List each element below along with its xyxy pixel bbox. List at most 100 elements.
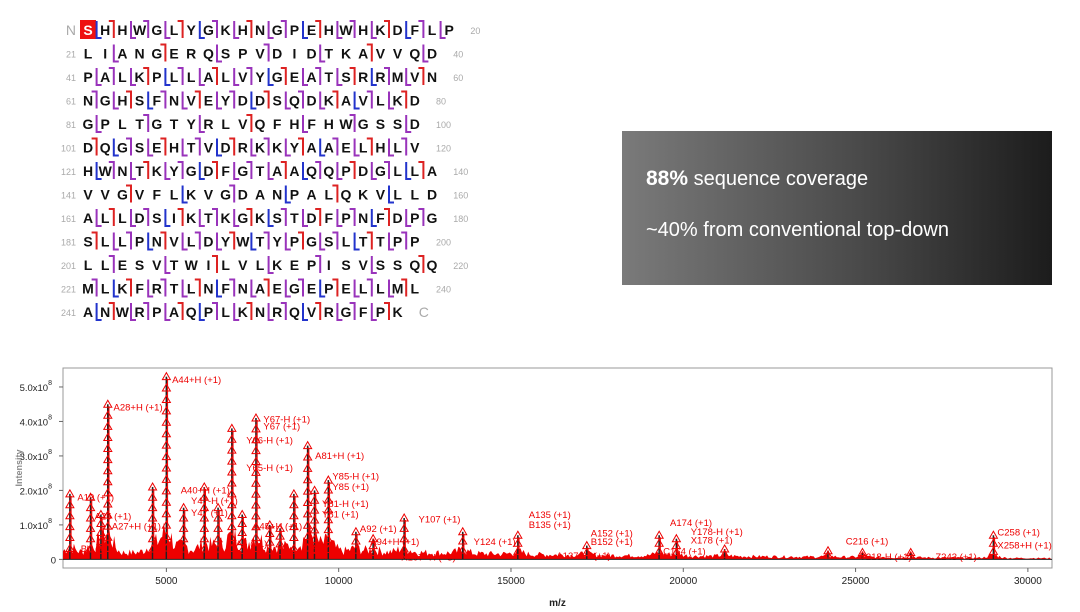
- c-ion-cleavage-mark: [95, 21, 102, 39]
- c-ion-cleavage-mark: [388, 138, 394, 157]
- residue: L: [428, 22, 437, 38]
- residue: G: [220, 187, 231, 203]
- residue: S: [152, 210, 161, 226]
- c-ion-cleavage-mark: [112, 91, 119, 110]
- ion-label: Y47 (+1): [191, 508, 228, 519]
- residue: P: [445, 22, 454, 38]
- z-ion-cleavage-mark: [194, 231, 201, 250]
- c-ion-cleavage-mark: [112, 279, 119, 298]
- c-ion-cleavage-mark: [388, 279, 394, 298]
- fragment-marker: [289, 532, 299, 542]
- residue: Q: [289, 93, 300, 109]
- fragment-marker: [65, 499, 75, 509]
- residue: N: [238, 281, 248, 297]
- residue: N: [203, 281, 213, 297]
- c-ion-cleavage-mark: [353, 91, 360, 110]
- c-ion-cleavage-mark: [164, 256, 171, 274]
- c-ion-cleavage-mark: [181, 185, 188, 204]
- fragment-marker: [178, 523, 189, 532]
- fragment-marker: [237, 536, 248, 545]
- fragment-marker: [161, 474, 172, 483]
- fragment-marker: [102, 498, 113, 508]
- coverage-callout: 88% sequence coverage ~40% from conventi…: [622, 131, 1052, 285]
- fragment-marker: [161, 451, 172, 461]
- c-ion-cleavage-mark: [233, 68, 240, 86]
- fragment-marker: [251, 467, 261, 476]
- c-ion-cleavage-mark: [336, 21, 343, 39]
- c-ion-cleavage-mark: [284, 279, 291, 298]
- residue: L: [84, 46, 93, 62]
- c-ion-cleavage-mark: [370, 256, 377, 274]
- residue: Y: [221, 234, 231, 250]
- row-start-index: 21: [66, 50, 76, 60]
- residue: M: [392, 69, 404, 85]
- fragment-marker: [85, 523, 96, 532]
- residue: F: [376, 210, 385, 226]
- residue: G: [237, 163, 248, 179]
- fragment-marker: [102, 410, 113, 419]
- fragment-marker: [251, 532, 261, 542]
- residue: Q: [409, 257, 420, 273]
- residue: P: [341, 210, 350, 226]
- residue: K: [221, 22, 231, 38]
- residue: S: [135, 140, 144, 156]
- ion-label: Y85 (+1): [332, 482, 369, 493]
- fragment-marker: [302, 474, 313, 484]
- c-ion-cleavage-mark: [181, 91, 188, 110]
- z-ion-cleavage-mark: [366, 90, 373, 109]
- residue: L: [118, 210, 127, 226]
- ion-label: C164 (+1): [663, 546, 706, 557]
- y-tick-label: 1.0x108: [20, 518, 53, 532]
- fragment-marker: [309, 485, 320, 494]
- ion-label: A174 (+1): [670, 518, 712, 529]
- fragment-marker: [85, 533, 96, 543]
- ion-label: A25 (+1): [95, 511, 132, 522]
- c-ion-cleavage-mark: [250, 91, 257, 110]
- c-ion-cleavage-mark: [284, 138, 291, 157]
- residue: T: [170, 281, 179, 297]
- residue: V: [152, 257, 162, 273]
- residue: L: [325, 187, 334, 203]
- fragment-marker: [302, 531, 313, 541]
- fragment-marker: [988, 530, 999, 539]
- fragment-marker: [147, 533, 158, 543]
- residue: Q: [427, 257, 438, 273]
- fragment-marker: [147, 523, 158, 532]
- residue: H: [169, 140, 179, 156]
- z-ion-cleavage-mark: [177, 302, 184, 320]
- residue: G: [186, 163, 197, 179]
- residue: V: [359, 93, 369, 109]
- z-ion-cleavage-mark: [126, 90, 132, 109]
- fragment-marker: [251, 489, 261, 498]
- residue: P: [152, 304, 161, 320]
- z-ion-cleavage-mark: [143, 67, 150, 85]
- residue: V: [393, 46, 403, 62]
- fragment-marker: [161, 520, 172, 529]
- z-ion-cleavage-mark: [332, 90, 339, 109]
- residue: S: [324, 234, 333, 250]
- fragment-marker: [178, 544, 189, 553]
- fragment-marker: [264, 537, 275, 546]
- fragment-marker: [302, 451, 313, 461]
- residue: L: [359, 281, 368, 297]
- fragment-marker: [199, 512, 210, 522]
- residue: V: [410, 69, 420, 85]
- residue: R: [203, 116, 213, 132]
- fragment-marker: [251, 521, 261, 531]
- residue: G: [203, 22, 214, 38]
- z-ion-cleavage-mark: [160, 231, 167, 250]
- residue: V: [169, 234, 179, 250]
- residue: P: [410, 210, 419, 226]
- residue: L: [187, 69, 196, 85]
- residue: Q: [409, 46, 420, 62]
- z-ion-cleavage-mark: [212, 20, 218, 38]
- z-ion-cleavage-mark: [280, 20, 287, 38]
- residue: G: [100, 93, 111, 109]
- fragment-marker: [905, 547, 916, 556]
- residue: W: [133, 22, 147, 38]
- first-residue-highlight: [80, 20, 96, 39]
- residue: A: [358, 46, 368, 62]
- z-ion-cleavage-mark: [143, 161, 150, 179]
- ion-label: C216 (+1): [846, 536, 889, 547]
